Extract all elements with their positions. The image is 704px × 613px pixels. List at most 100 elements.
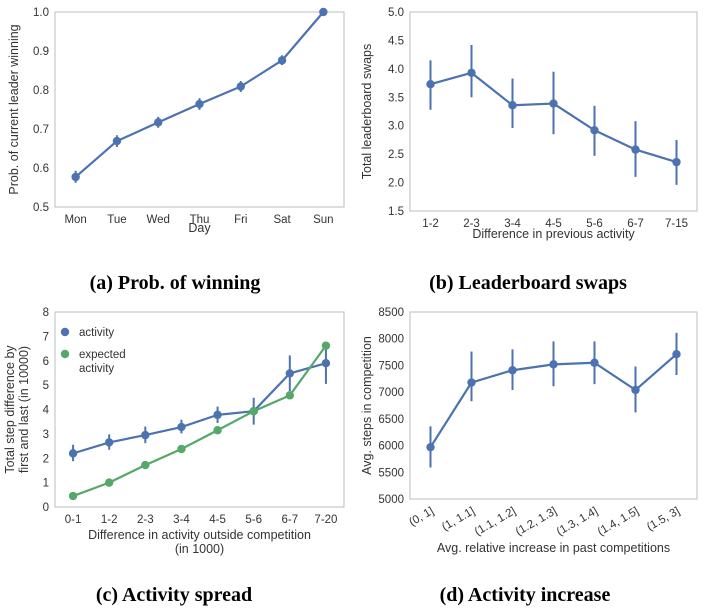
y-tick-label: 0 xyxy=(43,502,49,514)
x-tick-label: 6-7 xyxy=(627,218,644,230)
data-point xyxy=(141,460,150,470)
y-tick-label: 2.0 xyxy=(388,178,404,190)
data-point xyxy=(112,136,122,146)
plot-frame xyxy=(54,311,345,508)
caption-a: (a) Prob. of winning xyxy=(90,272,261,294)
data-point xyxy=(508,366,517,375)
caption-d: (d) Activity increase xyxy=(440,584,611,606)
x-tick-label: (0, 1] xyxy=(407,505,436,529)
x-tick-label: 0-1 xyxy=(65,514,82,526)
x-axis-label: Avg. relative increase in past competiti… xyxy=(437,541,670,555)
y-tick-label: 3.5 xyxy=(388,92,404,104)
x-tick-label: 4-5 xyxy=(545,218,562,230)
data-point xyxy=(236,82,245,91)
data-point xyxy=(467,378,476,387)
legend-marker-activity xyxy=(60,327,70,337)
x-tick-label: 3-4 xyxy=(504,218,521,230)
y-axis-label: Prob. of current leader winning xyxy=(7,24,21,194)
series-line xyxy=(72,362,327,455)
y-tick-label: 0.7 xyxy=(33,124,49,136)
y-tick-label: 3.0 xyxy=(388,121,404,133)
data-point xyxy=(141,430,150,440)
x-tick-label: (1.2, 1.3] xyxy=(514,505,559,538)
data-point xyxy=(68,449,78,458)
y-tick-label: 2.5 xyxy=(388,149,404,161)
data-point xyxy=(177,444,186,454)
y-axis-label: Avg. steps in competition xyxy=(360,336,374,475)
legend-label-activity: activity xyxy=(79,327,114,339)
y-tick-label: 8000 xyxy=(378,334,404,346)
y-tick-label: 7 xyxy=(43,331,49,343)
data-point xyxy=(68,491,78,501)
x-tick-label: (1, 1.1] xyxy=(440,505,477,533)
x-tick-label: Fri xyxy=(234,214,247,226)
x-tick-label: Tue xyxy=(107,214,126,226)
data-point xyxy=(277,56,287,65)
data-point xyxy=(549,360,558,369)
y-tick-label: 6 xyxy=(43,356,49,368)
caption-c: (c) Activity spread xyxy=(96,584,252,606)
data-point xyxy=(285,369,295,378)
y-axis-label: Total leaderboard swaps xyxy=(360,44,374,180)
data-point xyxy=(508,101,517,110)
data-point xyxy=(213,410,222,420)
y-tick-label: 4.0 xyxy=(388,64,404,76)
y-axis-label: Total step difference by xyxy=(3,345,17,474)
data-point xyxy=(319,7,328,17)
data-point xyxy=(672,157,681,167)
data-point xyxy=(426,442,435,452)
y-tick-label: 6500 xyxy=(378,414,404,426)
y-tick-label: 8 xyxy=(43,307,49,319)
data-point xyxy=(321,358,331,368)
x-tick-label: Mon xyxy=(64,214,86,226)
x-tick-label: 7-15 xyxy=(665,218,688,230)
x-tick-label: 7-20 xyxy=(314,514,337,526)
y-axis-label-line2: first and last (in 10000) xyxy=(17,346,31,473)
y-tick-label: 0.8 xyxy=(33,85,49,97)
x-tick-label: 1-2 xyxy=(101,514,118,526)
x-tick-label: 1-2 xyxy=(422,218,439,230)
x-tick-label: (1.1, 1.2] xyxy=(473,505,518,538)
y-tick-label: 7000 xyxy=(378,387,404,399)
x-tick-label: (1.3, 1.4] xyxy=(555,505,600,538)
y-tick-label: 5000 xyxy=(378,494,404,506)
x-tick-label: Sat xyxy=(273,214,291,226)
x-tick-label: (1.4, 1.5] xyxy=(596,505,641,538)
panel-a-prob-of-winning: 0.5 0.6 0.7 0.8 0.9 1.0 Mon Tue Wed Thu Fri Sat Sun D… xyxy=(7,7,345,235)
x-tick-label: 2-3 xyxy=(137,514,154,526)
y-tick-label: 0.9 xyxy=(33,46,49,58)
y-tick-label: 5 xyxy=(43,380,49,392)
series-line xyxy=(74,11,325,178)
data-point xyxy=(590,358,599,367)
x-tick-label: Wed xyxy=(146,214,169,226)
legend-marker-expected xyxy=(60,349,70,359)
x-axis-label: Difference in previous activity xyxy=(472,227,635,241)
data-point xyxy=(249,407,258,416)
y-tick-label: 0.6 xyxy=(33,163,49,175)
data-point xyxy=(71,172,80,182)
data-point xyxy=(672,350,681,359)
y-tick-label: 1.0 xyxy=(33,7,49,19)
y-tick-label: 4 xyxy=(43,405,50,417)
y-tick-label: 6000 xyxy=(378,441,404,453)
data-point xyxy=(321,341,331,350)
data-point xyxy=(549,99,558,108)
x-tick-label: 5-6 xyxy=(245,514,262,526)
data-point xyxy=(213,426,222,435)
panel-c-activity-spread: 0 1 2 3 4 5 6 7 8 0-1 1-2 2-3 3-4 4-5 5-6 6-7 7-20Differ… xyxy=(3,307,345,556)
x-tick-label: 3-4 xyxy=(173,514,190,526)
plot-frame xyxy=(409,311,698,500)
panel-b-leaderboard-swaps: 1.5 2.0 2.5 3.0 3.5 4.0 4.5 5.0 1-2 2-3 3-4 4-5 5-6 6… xyxy=(360,7,698,241)
y-tick-label: 0.5 xyxy=(33,202,49,214)
x-axis-label-line2: (in 1000) xyxy=(175,542,224,556)
data-point xyxy=(631,385,640,395)
y-tick-label: 1.5 xyxy=(388,206,404,218)
plot-frame xyxy=(409,11,698,212)
y-tick-label: 8500 xyxy=(378,307,404,319)
data-point xyxy=(154,118,163,127)
legend-label-expected-line2: activity xyxy=(79,363,114,375)
x-tick-label: 5-6 xyxy=(586,218,603,230)
data-point xyxy=(590,126,599,135)
